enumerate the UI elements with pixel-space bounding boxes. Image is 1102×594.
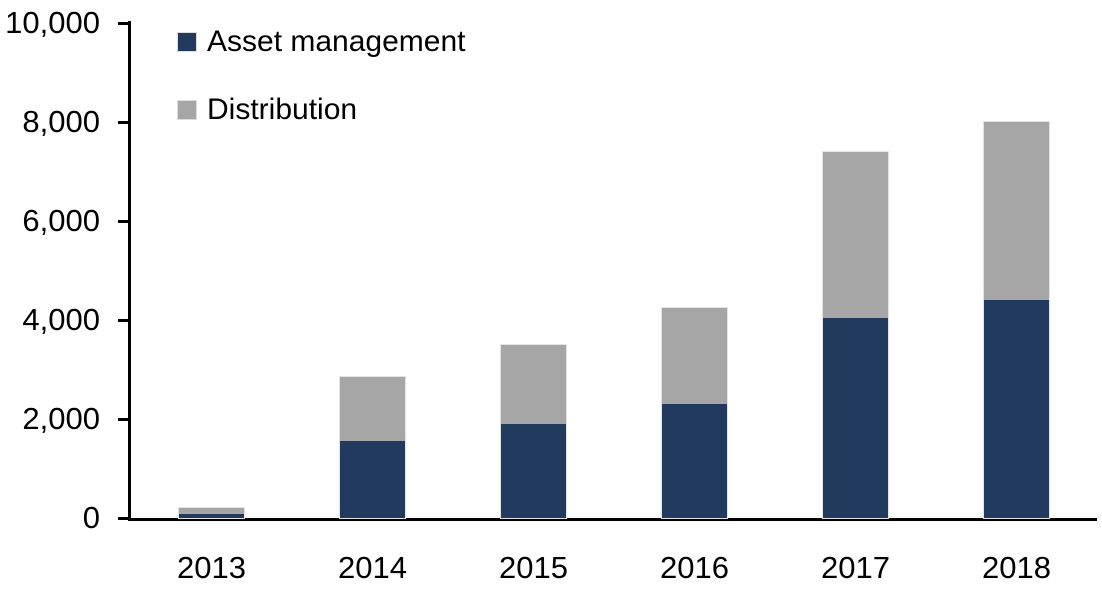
- bar-segment-2017-distribution: [823, 151, 888, 318]
- stacked-bar-2016: [662, 307, 727, 518]
- legend: Asset management Distribution: [178, 26, 465, 126]
- x-tick-label-2014: 2014: [338, 550, 407, 585]
- y-tick: [118, 120, 131, 124]
- x-tick-label-2017: 2017: [821, 550, 890, 585]
- x-tick-label-2018: 2018: [982, 550, 1051, 585]
- bar-segment-2015-asset-management: [501, 423, 566, 518]
- plot-area: [131, 23, 1097, 518]
- bar-slot-2018: [936, 23, 1097, 518]
- y-tick: [118, 219, 131, 223]
- y-axis-line: [128, 21, 131, 521]
- bar-slot-2014: [292, 23, 453, 518]
- stacked-bar-2018: [984, 122, 1049, 518]
- legend-label-asset-management: Asset management: [207, 25, 466, 58]
- bar-slot-2016: [614, 23, 775, 518]
- y-tick-label: 4,000: [22, 302, 100, 337]
- stacked-bar-2017: [823, 151, 888, 518]
- bar-segment-2016-asset-management: [662, 404, 727, 518]
- y-tick: [118, 516, 131, 520]
- legend-label-distribution: Distribution: [207, 93, 358, 126]
- bar-segment-2016-distribution: [662, 307, 727, 405]
- y-tick: [118, 417, 131, 421]
- y-tick-label: 0: [82, 500, 100, 535]
- bar-slot-2013: [131, 23, 292, 518]
- x-axis-line: [128, 518, 1097, 521]
- y-tick-label: 6,000: [22, 203, 100, 238]
- legend-swatch-distribution: [178, 101, 196, 119]
- legend-swatch-asset-management: [178, 33, 196, 51]
- x-axis-labels: 2013 2014 2015 2016 2017 2018: [131, 550, 1097, 586]
- bar-segment-2015-distribution: [501, 344, 566, 424]
- bar-segment-2014-asset-management: [340, 441, 405, 518]
- legend-item-distribution: Distribution: [178, 94, 465, 126]
- stacked-bar-2013: [179, 508, 244, 518]
- legend-item-asset-management: Asset management: [178, 26, 465, 58]
- x-tick-label-2016: 2016: [660, 550, 729, 585]
- y-tick-label: 10,000: [5, 5, 100, 40]
- y-tick: [118, 318, 131, 322]
- bar-segment-2013-asset-management: [179, 514, 244, 518]
- stacked-bar-2014: [340, 376, 405, 518]
- x-tick-label-2013: 2013: [177, 550, 246, 585]
- bar-segment-2014-distribution: [340, 376, 405, 442]
- bar-segment-2013-distribution: [179, 508, 244, 515]
- stacked-bar-2015: [501, 344, 566, 518]
- bar-segment-2018-asset-management: [984, 300, 1049, 518]
- y-tick-label: 2,000: [22, 401, 100, 436]
- y-tick: [118, 21, 131, 25]
- bar-slot-2015: [453, 23, 614, 518]
- y-tick-label: 8,000: [22, 104, 100, 139]
- bar-slot-2017: [775, 23, 936, 518]
- x-tick-label-2015: 2015: [499, 550, 568, 585]
- bar-segment-2018-distribution: [984, 122, 1049, 301]
- bar-segment-2017-asset-management: [823, 317, 888, 518]
